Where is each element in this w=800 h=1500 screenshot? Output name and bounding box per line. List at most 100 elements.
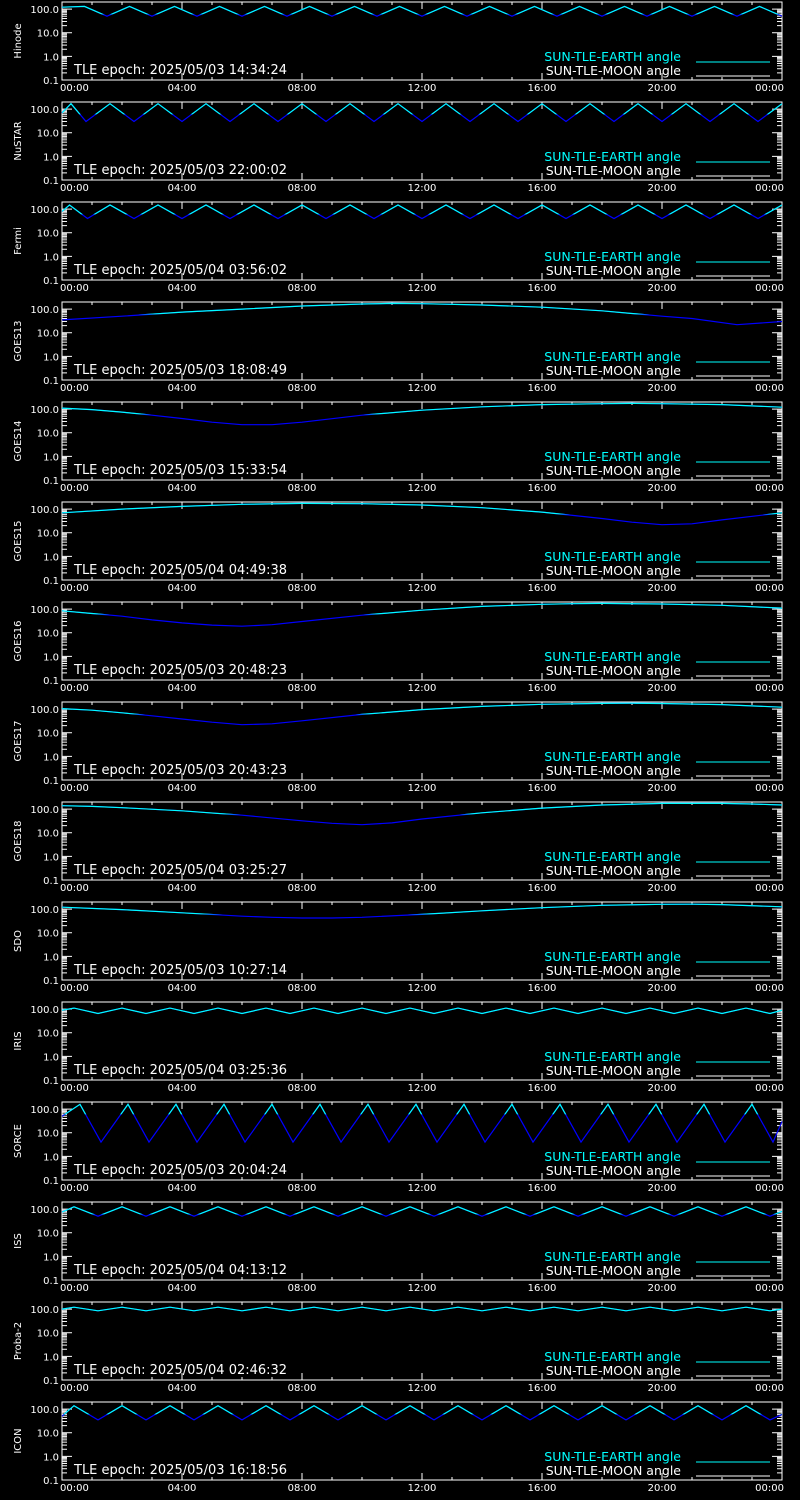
- x-tick-label: 16:00: [528, 1083, 557, 1094]
- x-tick-label: 08:00: [288, 683, 317, 694]
- x-tick-label: 12:00: [408, 583, 437, 594]
- x-tick-label: 04:00: [168, 983, 197, 994]
- y-tick-label: 0.1: [43, 1476, 59, 1487]
- legend-earth-label: SUN-TLE-EARTH angle: [544, 1449, 681, 1464]
- x-tick-label: 00:00: [755, 783, 784, 794]
- x-tick-label: 08:00: [288, 1083, 317, 1094]
- legend-moon-label: SUN-TLE-MOON angle: [546, 1163, 682, 1178]
- y-tick-label: 100.0: [30, 205, 59, 216]
- plot-panel-goes14: 100.010.01.00.100:00 04:00 08:00 12:00 16:00…: [13, 401, 784, 494]
- x-tick-label: 08:00: [288, 1383, 317, 1394]
- satellite-label: Proba-2: [13, 1322, 24, 1360]
- x-tick-label: 00:00: [60, 683, 89, 694]
- legend-moon-label: SUN-TLE-MOON angle: [546, 263, 682, 278]
- x-tick-label: 04:00: [168, 783, 197, 794]
- x-tick-label: 20:00: [648, 183, 677, 194]
- x-tick-label: 12:00: [408, 1283, 437, 1294]
- satellite-label: Hinode: [13, 23, 24, 58]
- tle-epoch-label: TLE epoch: 2025/05/04 03:25:27: [73, 863, 287, 878]
- x-tick-label: 00:00: [60, 883, 89, 894]
- x-tick-label: 16:00: [528, 483, 557, 494]
- y-tick-label: 0.1: [43, 476, 59, 487]
- x-tick-label: 20:00: [648, 383, 677, 394]
- y-tick-label: 1.0: [43, 352, 59, 363]
- sun-tle-earth-curve: [140, 302, 649, 315]
- x-tick-label: 20:00: [648, 983, 677, 994]
- satellite-label: GOES16: [13, 620, 24, 661]
- x-tick-label: 00:00: [755, 583, 784, 594]
- x-tick-label: 00:00: [60, 783, 89, 794]
- x-tick-label: 04:00: [168, 83, 197, 94]
- sun-tle-earth-curve: [62, 5, 780, 15]
- satellite-label: NuSTAR: [13, 121, 24, 160]
- x-tick-label: 00:00: [60, 1283, 89, 1294]
- x-tick-label: 20:00: [648, 883, 677, 894]
- x-tick-label: 00:00: [755, 1283, 784, 1294]
- y-tick-label: 1.0: [43, 652, 59, 663]
- y-tick-label: 100.0: [30, 1005, 59, 1016]
- tle-epoch-label: TLE epoch: 2025/05/04 03:25:36: [73, 1063, 287, 1078]
- y-tick-label: 0.1: [43, 1076, 59, 1087]
- satellite-label: SORCE: [13, 1124, 24, 1158]
- x-tick-label: 16:00: [528, 683, 557, 694]
- y-tick-label: 1.0: [43, 1452, 59, 1463]
- x-tick-label: 20:00: [648, 1183, 677, 1194]
- x-tick-label: 20:00: [648, 783, 677, 794]
- x-tick-label: 08:00: [288, 1483, 317, 1494]
- y-tick-label: 10.0: [37, 1129, 59, 1140]
- y-tick-label: 10.0: [37, 329, 59, 340]
- x-tick-label: 16:00: [528, 883, 557, 894]
- y-tick-label: 100.0: [30, 605, 59, 616]
- y-tick-label: 100.0: [30, 805, 59, 816]
- sun-tle-earth-curve: [62, 102, 782, 115]
- legend-earth-label: SUN-TLE-EARTH angle: [544, 949, 681, 964]
- y-tick-label: 100.0: [30, 505, 59, 516]
- sun-tle-earth-curve: [62, 802, 782, 815]
- tle-epoch-label: TLE epoch: 2025/05/03 20:43:23: [73, 763, 287, 778]
- y-tick-label: 1.0: [43, 1352, 59, 1363]
- x-tick-label: 00:00: [60, 1383, 89, 1394]
- sun-tle-earth-curve: [62, 1007, 782, 1015]
- x-tick-label: 04:00: [168, 883, 197, 894]
- x-tick-label: 20:00: [648, 1283, 677, 1294]
- plot-panel-icon: 100.010.01.00.100:00 04:00 08:00 12:00 16:00…: [13, 1401, 784, 1494]
- legend-earth-label: SUN-TLE-EARTH angle: [544, 349, 681, 364]
- x-tick-label: 00:00: [755, 383, 784, 394]
- y-tick-label: 10.0: [37, 729, 59, 740]
- x-tick-label: 04:00: [168, 283, 197, 294]
- y-tick-label: 100.0: [30, 1105, 59, 1116]
- x-tick-label: 08:00: [288, 483, 317, 494]
- y-tick-label: 100.0: [30, 1405, 59, 1416]
- tle-epoch-label: TLE epoch: 2025/05/03 20:04:24: [73, 1163, 287, 1178]
- x-tick-label: 12:00: [408, 83, 437, 94]
- x-tick-label: 00:00: [755, 183, 784, 194]
- y-tick-label: 100.0: [30, 405, 59, 416]
- satellite-label: ICON: [13, 1428, 24, 1453]
- tle-epoch-label: TLE epoch: 2025/05/03 16:18:56: [73, 1463, 287, 1478]
- x-tick-label: 04:00: [168, 1183, 197, 1194]
- plot-panel-iris: 100.010.01.00.100:00 04:00 08:00 12:00 16:00…: [13, 1001, 784, 1094]
- y-tick-label: 0.1: [43, 276, 59, 287]
- legend-moon-label: SUN-TLE-MOON angle: [546, 563, 682, 578]
- x-tick-label: 04:00: [168, 183, 197, 194]
- legend-earth-label: SUN-TLE-EARTH angle: [544, 1349, 681, 1364]
- y-tick-label: 0.1: [43, 976, 59, 987]
- x-tick-label: 16:00: [528, 283, 557, 294]
- x-tick-label: 20:00: [648, 683, 677, 694]
- x-tick-label: 04:00: [168, 1483, 197, 1494]
- x-tick-label: 00:00: [60, 283, 89, 294]
- plot-panel-proba-2: 100.010.01.00.100:00 04:00 08:00 12:00 16:00…: [13, 1301, 784, 1394]
- x-tick-label: 16:00: [528, 983, 557, 994]
- plot-panel-fermi: 100.010.01.00.100:00 04:00 08:00 12:00 16:00…: [13, 201, 784, 294]
- x-tick-label: 08:00: [288, 783, 317, 794]
- x-tick-label: 16:00: [528, 1283, 557, 1294]
- x-tick-label: 00:00: [60, 83, 89, 94]
- x-tick-label: 12:00: [408, 683, 437, 694]
- y-tick-label: 1.0: [43, 252, 59, 263]
- legend-earth-label: SUN-TLE-EARTH angle: [544, 449, 681, 464]
- x-tick-label: 12:00: [408, 383, 437, 394]
- x-tick-label: 00:00: [755, 1183, 784, 1194]
- x-tick-label: 00:00: [755, 983, 784, 994]
- y-tick-label: 0.1: [43, 176, 59, 187]
- legend-moon-label: SUN-TLE-MOON angle: [546, 1463, 682, 1478]
